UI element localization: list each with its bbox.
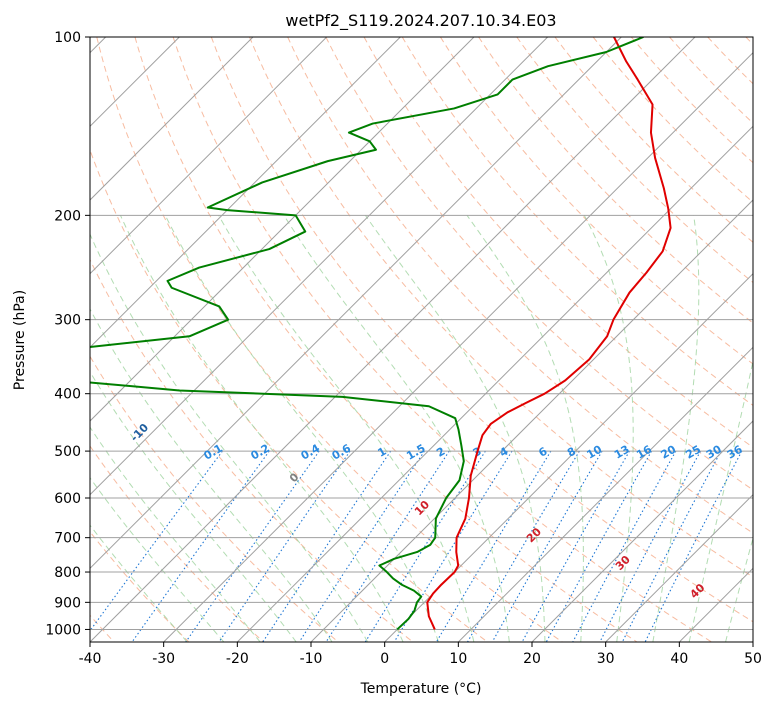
temperature-profile — [426, 37, 672, 630]
isotherm-gridline — [90, 37, 696, 642]
isotherm-gridline — [90, 37, 254, 201]
moist-adiabat — [218, 215, 475, 642]
x-tick-label: -20 — [226, 651, 249, 667]
mixing-ratio-line — [90, 450, 223, 632]
moist-adiabat — [283, 215, 510, 642]
dry-adiabat — [96, 37, 563, 642]
y-tick-label: 500 — [54, 444, 81, 460]
mixing-ratio-line — [545, 450, 653, 642]
x-axis-title: Temperature (°C) — [360, 681, 482, 697]
dry-adiabat — [478, 37, 753, 324]
y-tick-label: 600 — [54, 491, 81, 507]
isotherm-gridline — [90, 37, 549, 496]
moist-adiabat — [583, 215, 634, 642]
mixing-ratio-line — [599, 450, 702, 642]
isotherm-gridline — [457, 346, 753, 642]
x-tick-label: -30 — [152, 651, 175, 667]
plot-frame — [89, 36, 754, 643]
x-tick-label: 0 — [380, 651, 389, 667]
isotherm-gridline — [163, 51, 753, 642]
isotherm-gridline — [310, 199, 753, 642]
y-tick-label: 1000 — [45, 622, 81, 638]
isotherm-gridline — [90, 37, 622, 570]
moist-adiabat — [466, 215, 584, 642]
isotherm-gridline — [531, 420, 753, 642]
dry-adiabat — [439, 37, 753, 365]
isotherm-gridline — [236, 125, 753, 642]
y-tick-label: 200 — [54, 208, 81, 224]
x-tick-label: 30 — [597, 651, 615, 667]
dry-adiabat — [249, 37, 753, 578]
x-axis: -40 -30 -20 -10 0 10 20 30 40 50 — [79, 642, 762, 667]
mixing-ratio-line — [644, 450, 743, 642]
y-tick-label: 100 — [54, 30, 81, 46]
y-axis: 100 200 300 400 500 600 700 800 900 1000 — [45, 30, 90, 638]
mixing-ratio-line — [262, 450, 392, 642]
x-tick-label: 20 — [523, 651, 541, 667]
moist-adiabat — [90, 233, 369, 642]
mixing-ratio-line — [185, 450, 320, 642]
dewpoint-profile — [90, 37, 644, 631]
chart-title: wetPf2_S119.2024.207.10.34.E03 — [285, 11, 556, 31]
x-tick-label: 50 — [744, 651, 762, 667]
moist-adiabat — [90, 426, 261, 642]
moist-adiabat — [90, 308, 333, 642]
moist-adiabat — [164, 215, 439, 642]
dry-adiabat — [90, 148, 488, 642]
x-tick-label: 10 — [449, 651, 467, 667]
isotherm-gridline — [90, 37, 475, 422]
mixing-ratio-line — [521, 450, 630, 642]
y-tick-label: 800 — [54, 565, 81, 581]
y-tick-label: 400 — [54, 387, 81, 403]
moist-adiabat — [364, 215, 546, 642]
moist-adiabat — [90, 370, 297, 642]
isotherm-gridline — [384, 272, 753, 642]
x-tick-label: 40 — [670, 651, 688, 667]
dry-adiabat — [90, 445, 264, 642]
x-tick-label: -40 — [79, 651, 102, 667]
y-tick-label: 300 — [54, 313, 81, 329]
dry-adiabat — [134, 37, 638, 642]
mixing-ratio-line — [491, 450, 603, 642]
mixing-ratio-line — [298, 450, 425, 642]
background-lines — [90, 37, 753, 642]
moist-adiabat — [90, 476, 225, 642]
mixing-ratio-line — [218, 450, 351, 642]
x-tick-label: -10 — [300, 651, 323, 667]
sounding-profiles — [90, 37, 672, 631]
dry-adiabat — [325, 37, 753, 491]
moist-adiabat — [120, 215, 404, 642]
y-tick-label: 900 — [54, 595, 81, 611]
y-axis-title: Pressure (hPa) — [12, 290, 28, 390]
moist-adiabat — [652, 215, 700, 642]
dry-adiabat — [172, 37, 712, 642]
dry-adiabat — [210, 37, 753, 623]
isotherm-gridline — [90, 37, 328, 275]
isotherm-gridline — [605, 493, 753, 642]
y-tick-label: 700 — [54, 531, 81, 547]
mixing-ratio-line — [572, 450, 677, 642]
mixing-ratio-line — [621, 450, 722, 642]
isotherm-gridline — [90, 37, 401, 349]
